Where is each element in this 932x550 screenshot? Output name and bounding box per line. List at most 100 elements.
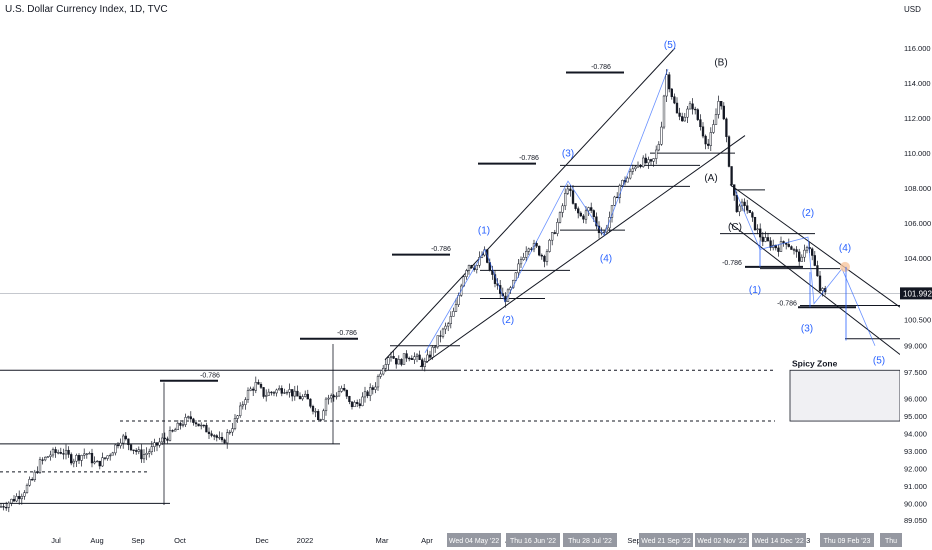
- candle-body: [743, 201, 746, 206]
- candle-body: [405, 353, 408, 359]
- candle-body: [551, 232, 554, 241]
- candle-body: [103, 457, 107, 459]
- candle-body: [96, 460, 99, 463]
- candle-body: [181, 424, 185, 426]
- candle-body: [662, 95, 666, 128]
- candle-body: [649, 159, 653, 162]
- price-tick: 114.000: [904, 79, 931, 88]
- last-price-label: 101.992: [903, 289, 932, 298]
- time-highlight-bg: [880, 533, 902, 547]
- candle-body: [265, 395, 268, 397]
- candle-body: [545, 251, 549, 262]
- time-highlight-label: Thu 09 Feb '23: [824, 538, 871, 545]
- candle-body: [426, 354, 429, 362]
- candle-body: [54, 449, 57, 453]
- candle-body: [384, 364, 387, 369]
- candle-body: [558, 212, 562, 223]
- candle-body: [46, 456, 49, 458]
- candle-body: [306, 393, 309, 400]
- candle-body: [166, 438, 169, 441]
- candle-body: [696, 109, 699, 120]
- candle-body: [800, 256, 803, 262]
- candle-body: [577, 208, 580, 214]
- candle-body: [51, 449, 55, 456]
- candle-body: [449, 316, 452, 324]
- candle-body: [202, 424, 205, 427]
- time-highlight-bg: [820, 533, 874, 547]
- candle-body: [59, 452, 62, 454]
- candle-body: [259, 383, 263, 388]
- time-highlight-label: Thu 28 Jul '22: [568, 538, 612, 545]
- candle-body: [665, 74, 668, 97]
- candle-body: [246, 390, 250, 400]
- candle-body: [207, 431, 211, 435]
- candle-body: [80, 455, 83, 461]
- candle-body: [272, 392, 276, 394]
- candle-body: [397, 359, 400, 365]
- candle-body: [694, 108, 697, 111]
- candles: [0, 69, 827, 513]
- candle-body: [280, 388, 283, 394]
- time-axis[interactable]: JulAugSepOctDec2022MarAprJunJulSepSep202…: [51, 533, 902, 547]
- time-highlight-bg: [563, 533, 617, 547]
- candle-body: [725, 118, 728, 137]
- candle-body: [746, 205, 749, 211]
- candle-body: [20, 496, 23, 500]
- candle-body: [787, 244, 790, 247]
- candle-body: [431, 346, 434, 358]
- candle-body: [197, 423, 200, 427]
- candle-body: [439, 335, 442, 337]
- candle-body: [402, 353, 406, 365]
- candle-body: [119, 442, 122, 447]
- candle-body: [595, 216, 598, 227]
- candle-body: [748, 209, 751, 213]
- candle-body: [447, 323, 450, 327]
- candle-body: [291, 389, 294, 397]
- candle-body: [85, 453, 88, 455]
- wave-label-black: (C): [728, 222, 742, 233]
- candle-body: [148, 451, 151, 454]
- candle-body: [57, 452, 60, 454]
- candle-body: [444, 325, 447, 330]
- candle-body: [226, 432, 229, 444]
- candle-body: [525, 251, 528, 258]
- time-tick: Sep: [627, 536, 640, 545]
- candle-body: [18, 496, 21, 500]
- candle-body: [28, 479, 31, 486]
- candle-body: [239, 405, 242, 416]
- time-highlight-label: Thu: [885, 538, 897, 545]
- candle-body: [324, 398, 328, 412]
- time-tick: Oct: [174, 536, 187, 545]
- candle-body: [124, 435, 127, 440]
- candle-body: [64, 449, 68, 455]
- chart-background: [0, 0, 900, 520]
- candle-body: [540, 254, 543, 257]
- candle-body: [395, 358, 398, 365]
- candle-body: [686, 108, 689, 118]
- candle-body: [522, 257, 525, 260]
- candle-body: [25, 484, 29, 493]
- candle-body: [249, 388, 252, 391]
- candle-body: [98, 460, 101, 467]
- time-tick: Sep: [131, 536, 144, 545]
- price-axis[interactable]: USD 116.000 114.000 112.000 110.000 108.000 10…: [900, 0, 932, 550]
- candle-body: [566, 188, 569, 194]
- wave-marker: [840, 261, 850, 272]
- fib-label: -0.786: [431, 246, 451, 253]
- wave-label-blue: (2): [802, 208, 814, 219]
- candle-body: [423, 361, 426, 367]
- fib-label: -0.786: [337, 330, 357, 337]
- time-highlight-bg: [695, 533, 749, 547]
- price-tick: 108.000: [904, 184, 931, 193]
- candle-body: [345, 389, 348, 397]
- candle-body: [681, 116, 684, 122]
- candle-body: [36, 471, 39, 474]
- candle-body: [356, 402, 359, 404]
- candle-body: [722, 105, 725, 120]
- candle-body: [270, 391, 273, 394]
- time-highlight-bg: [752, 533, 806, 547]
- candle-body: [33, 471, 36, 480]
- price-tick: 90.000: [904, 499, 927, 508]
- candle-body: [41, 459, 44, 461]
